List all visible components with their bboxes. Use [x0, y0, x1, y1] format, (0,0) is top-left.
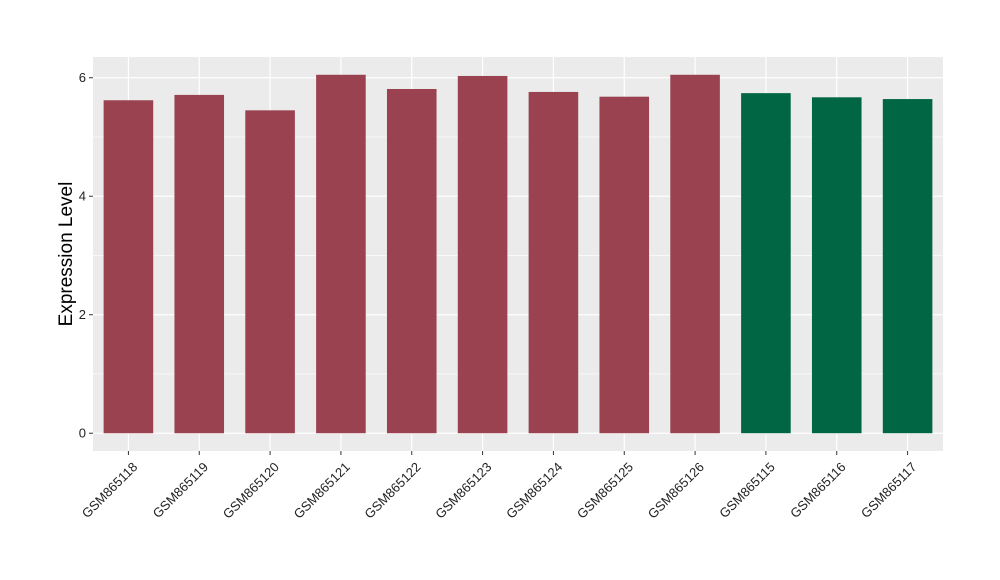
x-tick-label: GSM865118	[79, 459, 141, 521]
bar-GSM865123	[457, 75, 508, 434]
x-axis: GSM865118 GSM865119 GSM865120 GSM865121 GSM8…	[79, 451, 920, 522]
bar-GSM865117	[882, 99, 933, 434]
x-tick-label: GSM865117	[858, 459, 920, 521]
x-tick-label: GSM865116	[787, 459, 849, 521]
x-tick-label: GSM865121	[291, 459, 353, 521]
bar-GSM865121	[316, 74, 366, 434]
bar-GSM865119	[174, 94, 225, 434]
x-tick-label: GSM865120	[220, 459, 282, 521]
y-axis: 0 2 4 6	[79, 70, 93, 441]
bar-GSM865124	[528, 91, 579, 434]
bar-GSM865120	[245, 110, 295, 434]
bar-GSM865126	[670, 74, 720, 434]
bar-GSM865115	[741, 93, 791, 434]
bar-GSM865125	[599, 96, 650, 434]
bar-GSM865118	[103, 100, 154, 434]
bar-GSM865122	[386, 88, 437, 434]
plot-panel	[93, 57, 943, 451]
x-tick-label: GSM865125	[574, 459, 636, 521]
y-tick-label: 0	[79, 426, 86, 441]
x-tick-label: GSM865126	[645, 459, 707, 521]
bars	[103, 74, 933, 434]
y-tick-label: 4	[79, 189, 86, 204]
y-tick-label: 2	[79, 307, 86, 322]
y-axis-label: Expression Level	[56, 182, 77, 327]
x-tick-label: GSM865122	[361, 459, 423, 521]
y-tick-label: 6	[79, 70, 86, 85]
x-tick-label: GSM865123	[432, 459, 494, 521]
x-tick-label: GSM865119	[150, 459, 212, 521]
x-tick-label: GSM865115	[716, 459, 778, 521]
x-tick-label: GSM865124	[503, 459, 565, 521]
bar-GSM865116	[811, 97, 862, 434]
